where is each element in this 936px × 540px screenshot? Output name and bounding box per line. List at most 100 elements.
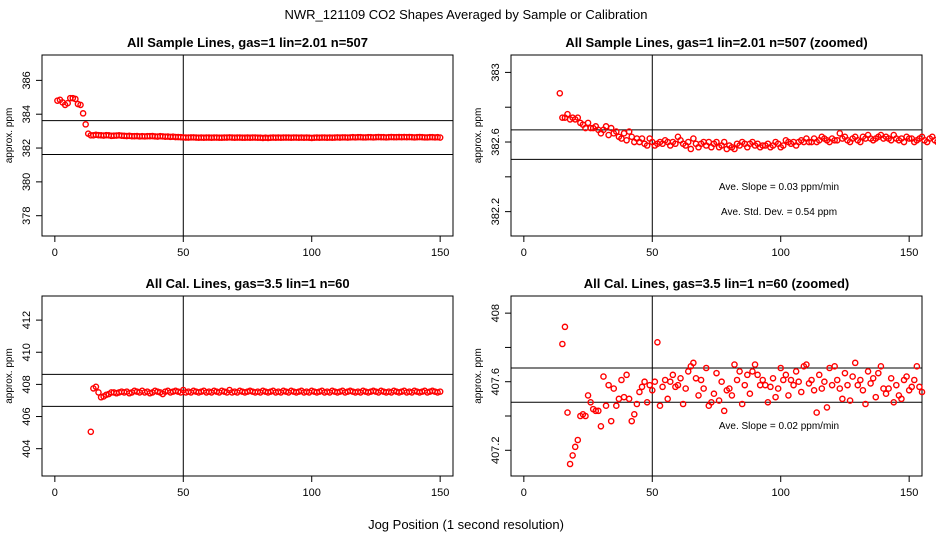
data-point bbox=[682, 385, 689, 392]
plot-frame bbox=[510, 54, 923, 237]
data-point bbox=[741, 381, 749, 389]
data-point bbox=[751, 361, 759, 368]
data-point bbox=[767, 383, 774, 391]
data-point bbox=[808, 376, 815, 384]
figure-title: NWR_121109 CO2 Shapes Averaged by Sample… bbox=[284, 7, 647, 22]
data-point bbox=[92, 383, 100, 391]
data-point bbox=[764, 398, 772, 406]
data-point bbox=[600, 373, 607, 380]
data-point bbox=[620, 130, 628, 137]
x-tick-label: 150 bbox=[431, 487, 449, 499]
data-point bbox=[754, 371, 761, 379]
data-point bbox=[623, 136, 630, 144]
data-point bbox=[615, 395, 623, 403]
data-point bbox=[584, 119, 592, 127]
data-point bbox=[905, 135, 913, 142]
data-point bbox=[592, 407, 600, 415]
data-point bbox=[700, 385, 707, 392]
data-point bbox=[574, 436, 582, 444]
data-point bbox=[690, 359, 697, 367]
panel-1: All Sample Lines, gas=1 lin=2.01 n=507 0 5… bbox=[4, 35, 454, 259]
y-tick-label: 408 bbox=[21, 375, 33, 393]
y-tick-label: 382.2 bbox=[490, 198, 502, 226]
data-point bbox=[677, 374, 684, 382]
stats-annotation: Ave. Slope = 0.02 ppm/min bbox=[719, 421, 839, 432]
y-tick-label: 412 bbox=[21, 311, 33, 329]
panel-title: All Cal. Lines, gas=3.5 lin=1 n=60 bbox=[145, 276, 349, 291]
data-point bbox=[805, 138, 813, 146]
data-point bbox=[867, 380, 874, 387]
data-point bbox=[638, 383, 646, 391]
data-point bbox=[857, 376, 864, 384]
data-point bbox=[849, 373, 856, 380]
x-tick-label: 50 bbox=[177, 247, 189, 259]
x-tick-label: 50 bbox=[646, 247, 658, 259]
data-point bbox=[613, 128, 620, 135]
data-point bbox=[718, 378, 725, 386]
data-point bbox=[651, 378, 659, 386]
data-point bbox=[875, 369, 882, 377]
data-point bbox=[646, 381, 654, 389]
y-axis-label: approx. ppm bbox=[473, 108, 484, 164]
data-point bbox=[738, 400, 746, 408]
data-point bbox=[713, 369, 720, 377]
x-tick-label: 150 bbox=[431, 247, 449, 259]
figure-x-axis-label: Jog Position (1 second resolution) bbox=[368, 517, 564, 532]
data-point bbox=[833, 376, 841, 384]
plot-frame bbox=[41, 54, 454, 237]
data-point bbox=[643, 398, 651, 406]
data-point bbox=[916, 383, 923, 391]
data-point bbox=[818, 385, 826, 392]
y-axis-label: approx. ppm bbox=[4, 348, 15, 404]
stats-annotation: Ave. Slope = 0.03 ppm/min bbox=[719, 182, 839, 193]
data-point bbox=[854, 381, 862, 389]
data-point bbox=[597, 422, 605, 430]
data-point bbox=[918, 388, 926, 396]
x-tick-label: 100 bbox=[303, 247, 321, 259]
data-point bbox=[908, 383, 916, 391]
data-point bbox=[79, 110, 87, 117]
x-tick-label: 150 bbox=[900, 487, 918, 499]
data-point bbox=[846, 397, 854, 404]
x-tick-label: 0 bbox=[521, 487, 527, 499]
data-point bbox=[857, 138, 864, 146]
data-point bbox=[659, 383, 666, 391]
data-point bbox=[623, 371, 630, 379]
data-point bbox=[756, 381, 764, 389]
data-point bbox=[746, 390, 754, 398]
data-point bbox=[851, 359, 859, 367]
data-point bbox=[744, 371, 751, 379]
data-point bbox=[731, 361, 738, 368]
x-tick-label: 0 bbox=[52, 247, 58, 259]
y-tick-label: 383 bbox=[490, 63, 502, 81]
data-point bbox=[720, 138, 728, 146]
data-point bbox=[638, 135, 646, 142]
data-point bbox=[605, 131, 612, 139]
data-point bbox=[628, 417, 636, 425]
x-tick-label: 100 bbox=[772, 247, 790, 259]
data-point bbox=[836, 385, 844, 392]
data-point bbox=[913, 362, 921, 370]
data-point bbox=[643, 142, 651, 149]
data-point bbox=[595, 407, 602, 415]
data-point bbox=[684, 138, 692, 146]
data-point bbox=[772, 393, 779, 401]
x-tick-label: 50 bbox=[646, 487, 658, 499]
y-tick-label: 410 bbox=[21, 343, 33, 361]
stats-annotation: Ave. Std. Dev. = 0.54 ppm bbox=[721, 207, 837, 218]
data-point bbox=[687, 145, 695, 153]
y-tick-label: 378 bbox=[21, 207, 33, 225]
data-point bbox=[934, 139, 936, 146]
data-point bbox=[708, 398, 715, 406]
plot-frame bbox=[41, 295, 454, 477]
data-point bbox=[872, 393, 880, 401]
data-point bbox=[882, 390, 890, 398]
data-point bbox=[715, 397, 723, 404]
data-point bbox=[561, 323, 569, 331]
panel-title: All Sample Lines, gas=1 lin=2.01 n=507 bbox=[127, 35, 368, 50]
data-point bbox=[769, 374, 777, 382]
data-point bbox=[631, 410, 638, 418]
y-tick-label: 407.6 bbox=[490, 368, 502, 396]
data-point bbox=[726, 385, 733, 392]
data-point bbox=[679, 400, 687, 408]
